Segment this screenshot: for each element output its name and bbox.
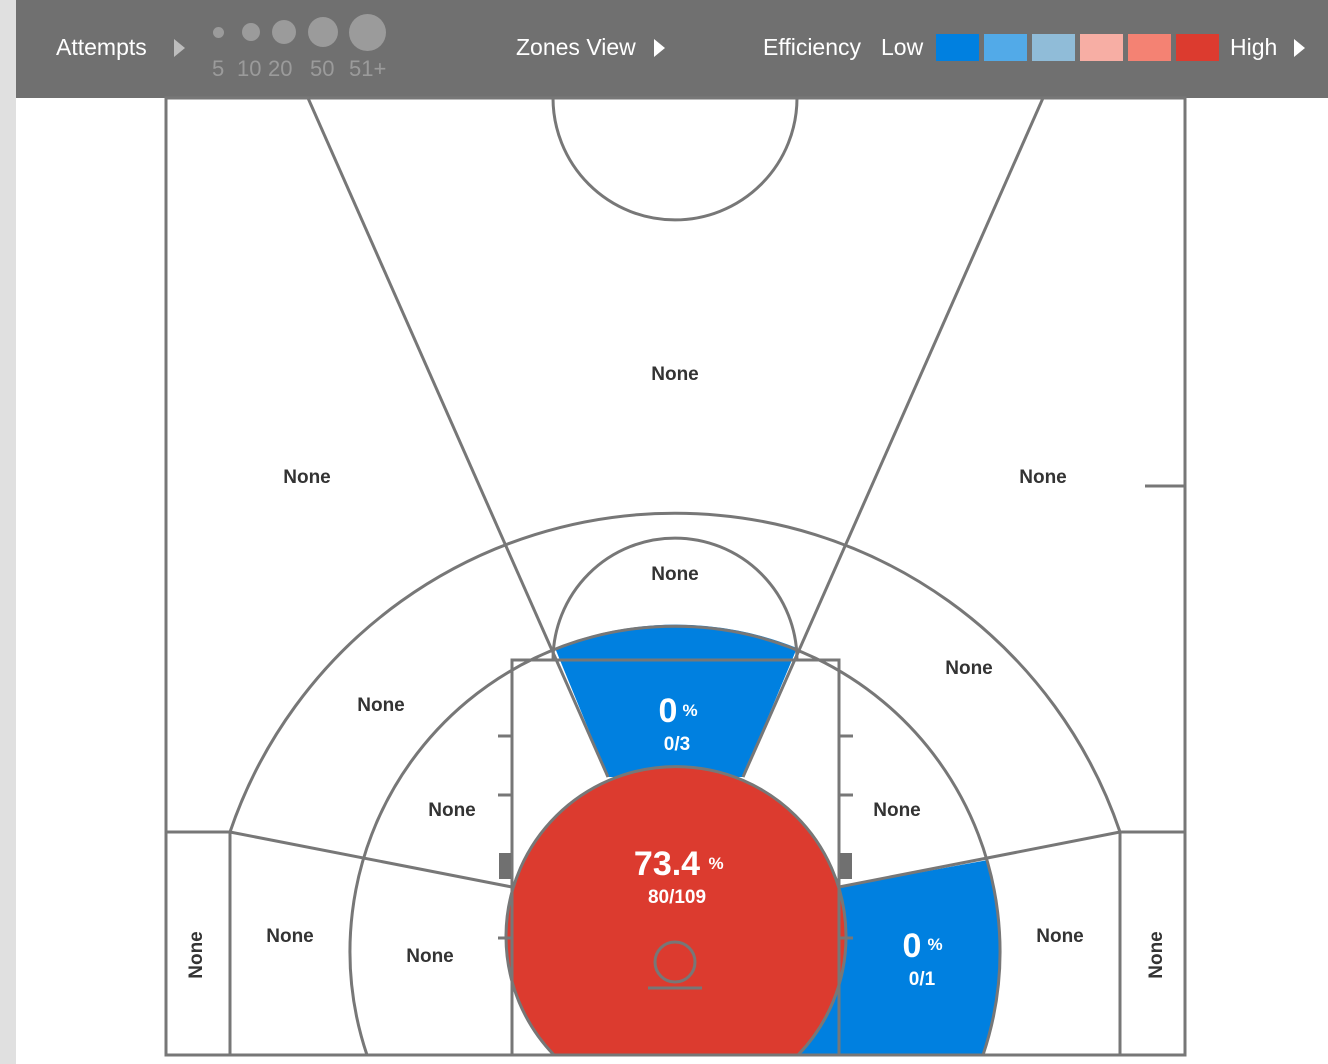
legend-toolbar: Attempts 5 10 20 50 51+ Zones View Effic… [16,0,1328,98]
efficiency-swatch [1080,34,1123,61]
size-dot-10 [242,23,260,41]
zone-paint-upper[interactable] [555,624,797,777]
efficiency-label: Efficiency [763,34,862,60]
efficiency-swatch [984,34,1027,61]
high-label: High [1230,34,1278,60]
center-circle [551,97,799,222]
zone-label: None [1036,926,1084,947]
size-label: 10 [237,56,262,81]
size-dot-5 [213,27,224,38]
zone-label: None [1146,931,1167,979]
efficiency-swatch [1032,34,1075,61]
zone-label: None [651,564,699,585]
low-label: Low [881,34,924,60]
size-label: 50 [310,56,335,81]
zone-label: None [945,658,993,679]
zone-restricted-area[interactable] [504,765,848,1057]
zones-view-toggle[interactable]: Zones View [516,34,636,60]
zones-view-arrow-icon[interactable] [654,39,665,57]
zone-label: None [1019,467,1067,488]
efficiency-arrow-icon[interactable] [1294,39,1305,57]
pct-sign: % [927,935,942,954]
zone-made-attempts: 80/109 [648,887,706,908]
hoop-icon [653,940,697,984]
pct-sign: % [708,854,723,873]
zone-label: None [357,695,405,716]
zone-label: None [186,931,207,979]
zone-label: None [283,467,331,488]
zone-made-attempts: 0/3 [664,734,690,755]
zone-label: None [651,364,699,385]
mid-range-arc [348,624,1002,1056]
size-dot-51plus [349,14,386,51]
size-dot-20 [272,20,296,44]
zone-label: None [266,926,314,947]
attempts-arrow-icon[interactable] [174,39,185,57]
paint-lane [510,658,841,1057]
size-label: 20 [268,56,293,81]
zone-label: None [406,946,454,967]
zone-label: None [428,800,476,821]
attempts-toggle[interactable]: Attempts [56,34,147,60]
size-label: 51+ [349,56,387,81]
efficiency-swatch [936,34,979,61]
efficiency-swatch [1128,34,1171,61]
zone-pct: 0 [903,927,922,965]
zone-pct: 73.4 [634,845,700,883]
zone-made-attempts: 0/1 [909,969,936,990]
zone-label: None [873,800,921,821]
pct-sign: % [682,701,697,720]
size-dot-50 [308,17,338,47]
zone-pct: 0 [659,692,678,730]
efficiency-swatch [1176,34,1219,61]
size-label: 5 [212,56,225,81]
free-throw-arc [551,536,799,661]
left-edge [0,0,16,1064]
three-point-line [228,511,1122,1055]
